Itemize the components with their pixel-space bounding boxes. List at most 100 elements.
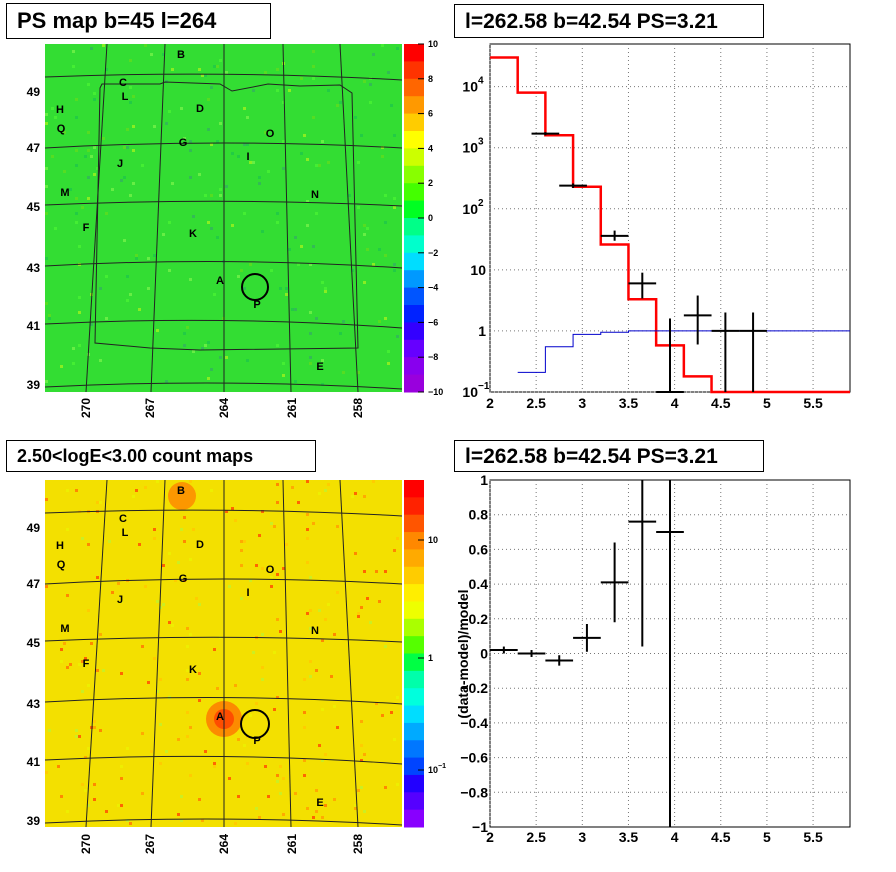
ps-map-noise-pixel [105,317,108,320]
spectrum-x-tick: 3 [578,395,586,411]
ps-map-noise-pixel [393,206,396,209]
ps-map-noise-pixel [147,287,150,290]
ps-map-noise-pixel [246,359,249,362]
ps-map-colorbar-cell [404,200,424,219]
count-map-source-label: J [117,594,123,606]
ps-map-noise-pixel [300,152,303,155]
ps-map-noise-pixel [381,146,384,149]
count-map-noise-pixel [75,735,78,738]
count-map-noise-pixel [324,618,327,621]
ps-map-colorbar-cell [404,322,424,341]
count-map-noise-pixel [87,747,90,750]
count-map-noise-pixel [90,726,93,729]
count-map-noise-pixel [126,819,129,822]
count-map-noise-pixel [360,759,363,762]
count-map-noise-pixel [318,492,321,495]
count-map-colorbar-cell [404,636,424,654]
ps-map-noise-pixel [192,350,195,353]
count-map-noise-pixel [168,552,171,555]
ps-map-noise-pixel [339,332,342,335]
ps-map-lat-tick: 47 [27,141,41,155]
ps-map-noise-pixel [168,221,171,224]
count-map-noise-pixel [189,633,192,636]
count-map-noise-pixel [252,651,255,654]
count-map-noise-pixel [330,675,333,678]
count-map-lat-tick: 47 [27,577,41,591]
ps-map-noise-pixel [201,347,204,350]
ps-map-colorbar-cell [404,113,424,132]
ps-map-noise-pixel [366,227,369,230]
ps-map-noise-pixel [93,146,96,149]
count-map-noise-pixel [384,786,387,789]
ps-map-noise-pixel [45,167,48,170]
ps-map-noise-pixel [207,98,210,101]
count-map-noise-pixel [198,798,201,801]
count-map-colorbar-cell [404,774,424,793]
count-map-source-label: I [246,587,249,599]
count-map-source-label: D [196,539,204,551]
count-map-source-circle [240,709,270,739]
count-map-source-label: G [179,573,188,585]
ps-map-noise-pixel [312,116,315,119]
count-map-noise-pixel [303,726,306,729]
ps-map-noise-pixel [120,179,123,182]
ps-map-noise-pixel [90,155,93,158]
ps-map-noise-pixel [141,164,144,167]
ps-map-noise-pixel [72,362,75,365]
count-map-noise-pixel [315,810,318,813]
ps-map-noise-pixel [258,176,261,179]
count-map-graticule [44,479,403,828]
count-map-noise-pixel [153,657,156,660]
count-map-noise-pixel [306,807,309,810]
count-map-noise-pixel [279,765,282,768]
count-map-noise-pixel [276,774,279,777]
ps-map-noise-pixel [219,194,222,197]
residual-y-tick: 0 [480,646,488,662]
count-map-noise-pixel [390,711,393,714]
count-map-noise-pixel [357,615,360,618]
spectrum-x-tick: 3.5 [619,395,639,411]
count-map-noise-pixel [213,648,216,651]
residual-y-tick: 0.8 [469,507,489,523]
count-map-noise-pixel [93,798,96,801]
ps-map-noise-pixel [75,164,78,167]
count-map-noise-pixel [117,804,120,807]
spectrum-y-tick: 10 [470,262,486,278]
count-map-noise-pixel [120,765,123,768]
count-map-noise-pixel [303,711,306,714]
count-map-noise-pixel [360,786,363,789]
ps-map-noise-pixel [153,125,156,128]
ps-map-noise-pixel [249,161,252,164]
count-map-lon-tick: 267 [143,834,157,854]
ps-map-noise-pixel [123,176,126,179]
ps-map-noise-pixel [210,194,213,197]
ps-map-noise-pixel [231,152,234,155]
ps-map-noise-pixel [336,104,339,107]
count-map-colorbar-cell [404,757,424,776]
spectrum-y-tick: 10 [462,140,478,156]
ps-map-noise-pixel [51,155,54,158]
count-map-noise-pixel [183,540,186,543]
count-map-noise-pixel [231,507,234,510]
ps-map-noise-pixel [168,110,171,113]
count-map-noise-pixel [378,600,381,603]
ps-map-noise-pixel [384,221,387,224]
count-map-noise-pixel [273,525,276,528]
count-map-noise-pixel [216,687,219,690]
count-map-noise-pixel [306,561,309,564]
count-map-noise-pixel [153,528,156,531]
ps-map-noise-pixel [387,362,390,365]
count-map-colorbar-label: 10 [428,765,438,775]
ps-map-source-label: O [266,128,275,140]
count-map-lat-tick: 49 [27,521,41,535]
count-map-noise-pixel [321,639,324,642]
count-map-noise-pixel [291,486,294,489]
count-map-source-label: C [119,513,127,525]
ps-map-noise-pixel [48,314,51,317]
count-map-noise-pixel [120,672,123,675]
spectrum-data-points [531,132,767,393]
ps-map-noise-pixel [321,359,324,362]
ps-map-colorbar-cell [404,148,424,167]
